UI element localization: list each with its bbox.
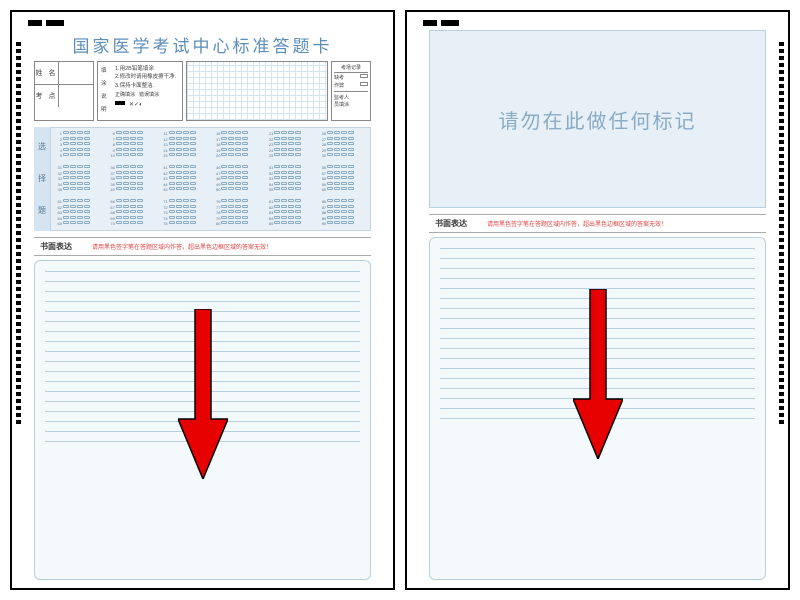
mcq-label: 选 择 题 [34,127,50,231]
correct-sample-icon [115,101,125,105]
written-title: 书面表达 [435,218,467,229]
timing-mark [441,20,459,26]
cheat-bubble[interactable] [360,82,368,86]
down-arrow-icon [573,289,623,459]
answer-sheet-page-2: 请勿在此做任何标记 书面表达 请用黑色签字笔在答题区域内作答，超出黑色边框区域的… [405,10,790,590]
notice-text: 请勿在此做任何标记 [499,105,697,134]
written-answer-area[interactable] [429,237,766,580]
correct-fill-label: 正确填涂 [115,92,135,100]
instruction-line: 1.用2B铅笔填涂 [115,65,176,73]
mcq-bubble-grid[interactable]: 1234567891011121314151617181920212223242… [50,127,371,231]
no-mark-notice: 请勿在此做任何标记 [429,30,766,208]
timing-marks-top [415,20,780,26]
timing-mark [423,20,437,26]
timing-marks-left [16,42,21,578]
instructions-box: 填 涂 说 明 1.用2B铅笔填涂 2.修改时请用橡皮擦干净. 3.保持卡面整洁… [97,61,183,121]
multiple-choice-section: 选 择 题 1234567891011121314151617181920212… [34,127,371,231]
absent-bubble[interactable] [360,74,368,78]
name-label: 姓 名 [35,62,59,84]
instruction-line: 3.保持卡面整洁. [115,82,176,90]
exam-status-box: 考场记录 缺考 作弊 监考人 员填涂 [331,61,371,121]
candidate-info: 姓 名 考 点 [34,61,94,121]
timing-mark [46,20,64,26]
written-header: 书面表达 请用黑色签字笔在答题区域内作答，超出黑色边框区域的答案无效！ [34,237,371,256]
written-title: 书面表达 [40,241,72,252]
site-label: 考 点 [35,85,59,107]
down-arrow-icon [178,309,228,479]
timing-marks-top [20,20,385,26]
wrong-sample-icon: ✕✓◐ [129,101,143,110]
written-warning: 请用黑色签字笔在答题区域内作答，超出黑色边框区域的答案无效！ [92,242,272,251]
sheet-title: 国家医学考试中心标准答题卡 [34,32,371,57]
written-header: 书面表达 请用黑色签字笔在答题区域内作答，超出黑色边框区域的答案无效！ [429,214,766,233]
header-section: 姓 名 考 点 填 涂 说 明 1.用2B铅笔填涂 2.修改时请用橡皮擦干净. … [34,61,371,121]
timing-mark [28,20,42,26]
answer-sheet-page-1: 国家医学考试中心标准答题卡 姓 名 考 点 填 涂 说 明 1.用2B铅笔填涂 … [10,10,395,590]
instruction-line: 2.修改时请用橡皮擦干净. [115,73,176,81]
wrong-fill-label: 错误填涂 [139,92,159,100]
status-title: 考场记录 [334,64,368,73]
written-answer-area[interactable] [34,260,371,580]
name-field[interactable] [59,62,93,84]
written-warning: 请用黑色签字笔在答题区域内作答，超出黑色边框区域的答案无效！ [487,219,667,228]
id-bubble-grid[interactable] [186,61,328,121]
timing-marks-right [779,42,784,578]
site-field[interactable] [59,85,93,107]
